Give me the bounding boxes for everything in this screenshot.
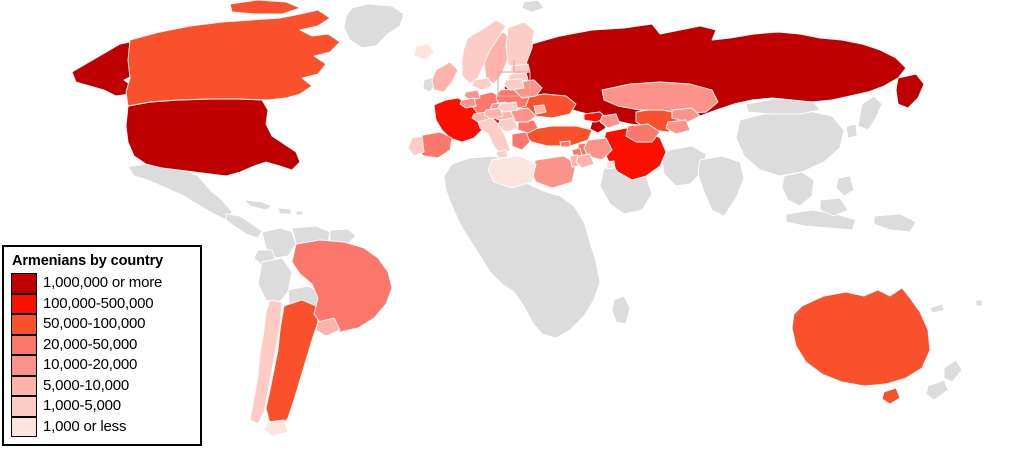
country-tajikistan bbox=[665, 119, 691, 135]
legend-swatch-4 bbox=[11, 334, 37, 355]
country-hispaniola bbox=[277, 207, 293, 215]
country-russia-kamchatka bbox=[895, 73, 925, 109]
legend-row: 10,000-20,000 bbox=[11, 355, 194, 376]
country-tasmania bbox=[881, 387, 901, 405]
legend-label-5: 10,000-20,000 bbox=[43, 356, 138, 373]
country-brazil bbox=[291, 239, 393, 333]
country-southeast-asia bbox=[781, 171, 815, 207]
country-new-zealand-south bbox=[925, 379, 949, 401]
country-lithuania bbox=[503, 78, 525, 91]
country-madagascar bbox=[611, 295, 631, 325]
legend-label-6: 5,000-10,000 bbox=[43, 376, 130, 394]
country-slovakia bbox=[497, 101, 519, 113]
legend-label-2: 100,000-500,000 bbox=[43, 294, 154, 312]
country-papua-new-guinea bbox=[873, 213, 917, 233]
country-belgium bbox=[459, 97, 477, 109]
country-norway bbox=[461, 19, 507, 85]
country-borneo bbox=[819, 197, 849, 217]
country-greece bbox=[511, 131, 531, 151]
legend-row: 50,000-100,000 bbox=[11, 314, 194, 335]
legend-row: 20,000-50,000 bbox=[11, 334, 194, 355]
legend-swatch-1 bbox=[11, 273, 37, 294]
country-indonesia bbox=[785, 209, 857, 231]
country-japan bbox=[857, 95, 883, 131]
country-portugal bbox=[407, 135, 425, 157]
country-jordan bbox=[575, 153, 595, 169]
legend-label-3: 50,000-100,000 bbox=[43, 315, 146, 332]
country-new-caledonia bbox=[929, 303, 945, 314]
country-africa-mass bbox=[443, 155, 601, 339]
country-uruguay bbox=[315, 317, 341, 337]
country-australia bbox=[791, 287, 931, 387]
country-guyanas bbox=[329, 228, 357, 245]
country-turkmenistan bbox=[625, 123, 661, 143]
legend-label-7: 1,000-5,000 bbox=[43, 397, 121, 414]
legend-row: 1,000 or less bbox=[11, 416, 194, 437]
country-austria bbox=[483, 107, 504, 120]
legend-row: 1,000,000 or more bbox=[11, 273, 194, 294]
country-new-zealand bbox=[943, 359, 963, 383]
country-kuwait-qatar bbox=[605, 160, 616, 170]
country-cuba bbox=[243, 199, 273, 211]
legend-swatch-6 bbox=[11, 375, 37, 396]
country-korea bbox=[845, 123, 858, 139]
legend-row: 5,000-10,000 bbox=[11, 375, 194, 396]
country-sicily bbox=[495, 149, 509, 159]
country-iraq bbox=[583, 137, 613, 161]
legend-swatch-7 bbox=[11, 396, 37, 417]
country-azerbaijan bbox=[599, 113, 621, 129]
legend-swatch-8 bbox=[11, 416, 37, 437]
country-fiji bbox=[975, 299, 983, 307]
legend-swatch-5 bbox=[11, 355, 37, 376]
country-libya bbox=[487, 155, 537, 189]
country-afghanistan-pakistan bbox=[661, 145, 707, 187]
country-greenland bbox=[343, 3, 405, 49]
legend-label-4: 20,000-50,000 bbox=[43, 335, 138, 353]
country-netherlands bbox=[463, 89, 481, 101]
country-peru bbox=[257, 257, 293, 305]
country-canada bbox=[125, 9, 341, 107]
country-philippines bbox=[835, 175, 855, 197]
legend-swatch-3 bbox=[11, 314, 37, 335]
country-united-kingdom bbox=[431, 61, 459, 93]
legend-swatch-2 bbox=[11, 293, 37, 314]
country-denmark bbox=[471, 77, 493, 91]
country-chile bbox=[249, 299, 283, 425]
legend-title: Armenians by country bbox=[12, 253, 164, 269]
map-legend: Armenians by country 1,000,000 or more 1… bbox=[2, 245, 202, 446]
country-iceland-data bbox=[413, 43, 435, 61]
legend-row: 1,000-5,000 bbox=[11, 396, 194, 417]
data-countries bbox=[71, 0, 931, 437]
country-india bbox=[697, 155, 745, 217]
country-serbia-balkans bbox=[497, 117, 519, 133]
country-central-america bbox=[225, 213, 263, 239]
country-moldova bbox=[533, 104, 547, 115]
country-cyprus bbox=[559, 140, 571, 148]
country-canada-arctic-islands bbox=[229, 0, 301, 15]
legend-row: 100,000-500,000 bbox=[11, 293, 194, 314]
country-kazakhstan bbox=[601, 81, 719, 115]
country-tierra-del-fuego bbox=[263, 419, 289, 437]
legend-label-8: 1,000 or less bbox=[43, 417, 127, 435]
country-svalbard bbox=[521, 0, 545, 13]
country-kyrgyzstan bbox=[671, 107, 701, 123]
country-bulgaria bbox=[517, 119, 539, 134]
legend-label-1: 1,000,000 or more bbox=[43, 274, 163, 291]
country-puerto-rico bbox=[295, 210, 304, 216]
